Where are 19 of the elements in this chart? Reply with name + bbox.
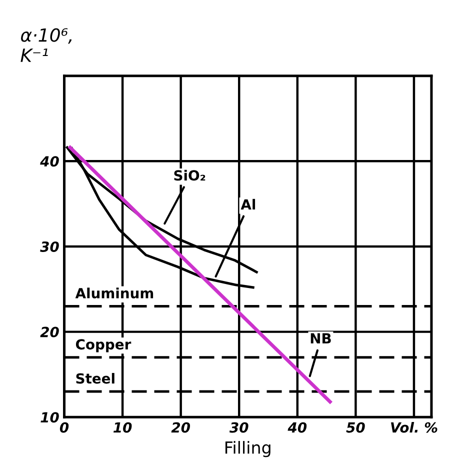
y-axis-title: α·10⁶, K⁻¹ — [20, 28, 72, 62]
x-tick-label: 20 — [171, 422, 190, 433]
y-tick-label: 40 — [40, 156, 59, 167]
x-axis-title: Filling — [225, 440, 270, 458]
x-tick-label: 0 — [60, 422, 69, 433]
x-tick-label: Vol. % — [390, 422, 438, 433]
annotation: Al — [240, 198, 256, 210]
x-tick-label: 10 — [113, 422, 132, 433]
x-tick-label: 50 — [346, 422, 365, 433]
y-tick-label: 30 — [40, 241, 59, 252]
y-tick-label: 20 — [40, 326, 59, 338]
annotation: SiO₂ — [174, 170, 206, 181]
ref-line-label: Aluminum — [75, 288, 154, 298]
x-tick-label: 30 — [229, 422, 248, 433]
ref-line-label: Steel — [76, 372, 114, 384]
annotation: NB — [310, 333, 331, 344]
ref-line-label: Copper — [76, 339, 132, 352]
x-tick-label: 40 — [288, 422, 307, 433]
y-tick-label: 10 — [40, 412, 59, 423]
